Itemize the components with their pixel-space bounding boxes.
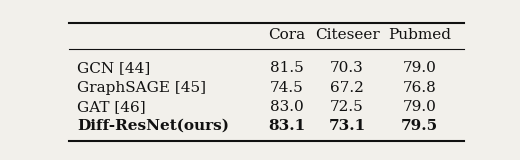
Text: 81.5: 81.5 <box>270 61 304 76</box>
Text: Diff-ResNet(ours): Diff-ResNet(ours) <box>77 119 229 133</box>
Text: GAT [46]: GAT [46] <box>77 100 146 114</box>
Text: GCN [44]: GCN [44] <box>77 61 150 76</box>
Text: 79.5: 79.5 <box>401 119 438 133</box>
Text: 73.1: 73.1 <box>329 119 366 133</box>
Text: Pubmed: Pubmed <box>388 28 451 42</box>
Text: 72.5: 72.5 <box>330 100 364 114</box>
Text: Cora: Cora <box>268 28 305 42</box>
Text: 83.1: 83.1 <box>268 119 305 133</box>
Text: Citeseer: Citeseer <box>315 28 380 42</box>
Text: 70.3: 70.3 <box>330 61 364 76</box>
Text: 74.5: 74.5 <box>270 81 304 95</box>
Text: 76.8: 76.8 <box>403 81 436 95</box>
Text: 83.0: 83.0 <box>270 100 304 114</box>
Text: 79.0: 79.0 <box>402 100 437 114</box>
Text: GraphSAGE [45]: GraphSAGE [45] <box>77 81 206 95</box>
Text: 67.2: 67.2 <box>330 81 364 95</box>
Text: 79.0: 79.0 <box>402 61 437 76</box>
